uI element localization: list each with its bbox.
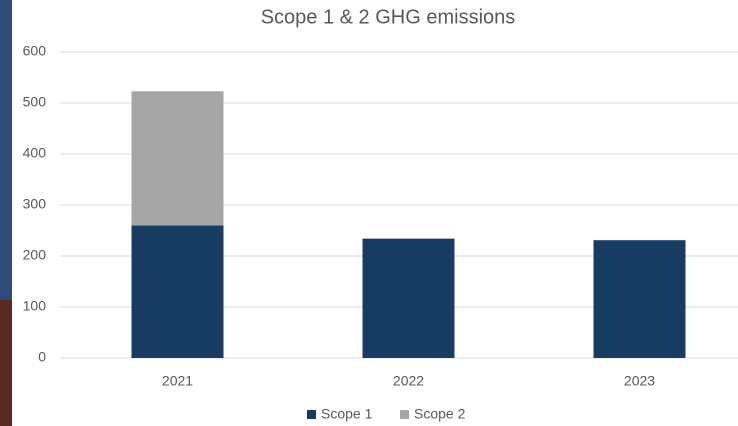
legend-label: Scope 1	[321, 406, 373, 422]
y-tick-label: 600	[23, 43, 47, 59]
y-tick-label: 500	[23, 94, 47, 110]
y-tick-label: 200	[23, 247, 47, 263]
background-strip	[0, 0, 12, 300]
x-tick-label: 2021	[162, 373, 193, 389]
bar-segment	[131, 91, 224, 226]
background-strip	[0, 300, 12, 426]
y-tick-label: 300	[23, 196, 47, 212]
bar-segment	[131, 225, 224, 358]
y-tick-label: 0	[38, 349, 46, 365]
x-tick-label: 2023	[624, 373, 655, 389]
x-tick-label: 2022	[393, 373, 424, 389]
chart-title: Scope 1 & 2 GHG emissions	[261, 6, 516, 28]
y-tick-label: 100	[23, 298, 47, 314]
legend-label: Scope 2	[414, 406, 466, 422]
y-tick-label: 400	[23, 145, 47, 161]
bar-segment	[362, 238, 455, 358]
bar-segment	[593, 240, 686, 358]
legend-swatch	[400, 410, 409, 419]
legend-swatch	[307, 410, 316, 419]
